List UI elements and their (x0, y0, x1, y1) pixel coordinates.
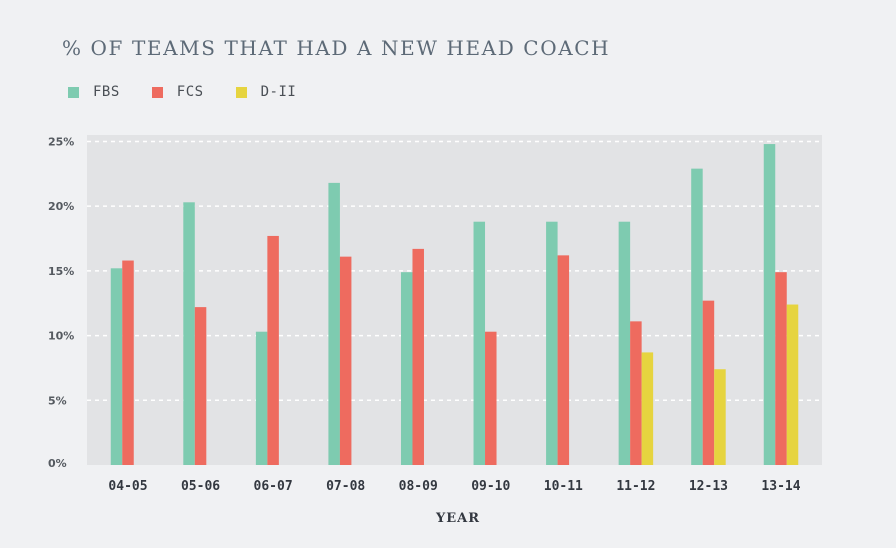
x-tick-label: 05-06 (181, 479, 220, 494)
y-tick-label: 5% (48, 394, 67, 407)
x-tick-label: 06-07 (254, 479, 293, 494)
y-tick-label: 0% (48, 457, 67, 470)
bar-fcs-04-05 (122, 260, 134, 465)
y-tick-label: 25% (48, 135, 74, 148)
bar-fbs-04-05 (110, 268, 123, 465)
bar-dii-11-12 (641, 352, 654, 465)
legend-label-d2: D-II (260, 84, 297, 100)
bar-fcs-11-12 (630, 321, 642, 465)
bar-fcs-09-10 (485, 331, 497, 465)
chart-legend: FBS FCS D-II (68, 84, 328, 100)
y-tick-label: 10% (48, 330, 74, 343)
y-axis-ticks: 0% 5% 10% 15% 20% 25% (48, 135, 74, 470)
bar-fbs-07-08 (328, 182, 340, 465)
bar-fbs-12-13 (691, 168, 703, 465)
x-tick-label: 08-09 (399, 479, 438, 494)
gridlines (87, 140, 822, 402)
chart-title: % OF TEAMS THAT HAD A NEW HEAD COACH (62, 36, 611, 60)
bar-fcs-10-11 (557, 255, 570, 465)
legend-swatch-d2 (235, 86, 247, 98)
x-tick-label: 12-13 (689, 479, 728, 494)
bar-fcs-08-09 (412, 248, 424, 465)
bar-fbs-08-09 (400, 272, 413, 465)
x-tick-label: 10-11 (544, 479, 583, 494)
legend-swatch-fbs (68, 86, 79, 98)
legend-label-fbs: FBS (93, 84, 120, 100)
bar-fbs-06-07 (255, 331, 268, 465)
y-tick-label: 15% (48, 265, 74, 278)
bar-fbs-10-11 (546, 221, 558, 465)
bar-dii-13-14 (786, 304, 799, 465)
bars (110, 144, 799, 465)
bar-dii-12-13 (714, 369, 726, 465)
y-tick-label: 20% (48, 200, 74, 213)
bar-fbs-09-10 (473, 221, 486, 465)
x-axis-ticks: 04-05 05-06 06-07 07-08 08-09 09-10 10-11 11-12… (108, 479, 800, 494)
bar-fcs-13-14 (775, 272, 787, 465)
bar-fcs-07-08 (339, 256, 352, 465)
x-tick-label: 09-10 (471, 479, 510, 494)
bar-fbs-13-14 (763, 144, 776, 465)
x-tick-label: 13-14 (761, 479, 800, 494)
legend-item-fbs: FBS (68, 84, 120, 100)
bar-fcs-06-07 (267, 235, 279, 465)
legend-item-d2: D-II (235, 84, 297, 100)
bar-fbs-05-06 (183, 202, 195, 465)
x-tick-label: 04-05 (108, 479, 147, 494)
legend-label-fcs: FCS (176, 84, 204, 100)
x-tick-label: 11-12 (616, 479, 655, 494)
x-tick-label: 07-08 (326, 479, 365, 494)
bar-fcs-05-06 (194, 307, 207, 465)
bar-fbs-11-12 (618, 221, 631, 465)
legend-item-fcs: FCS (151, 84, 204, 100)
bar-fcs-12-13 (702, 300, 715, 465)
x-axis-label: YEAR (435, 511, 480, 526)
legend-swatch-fcs (151, 86, 163, 98)
